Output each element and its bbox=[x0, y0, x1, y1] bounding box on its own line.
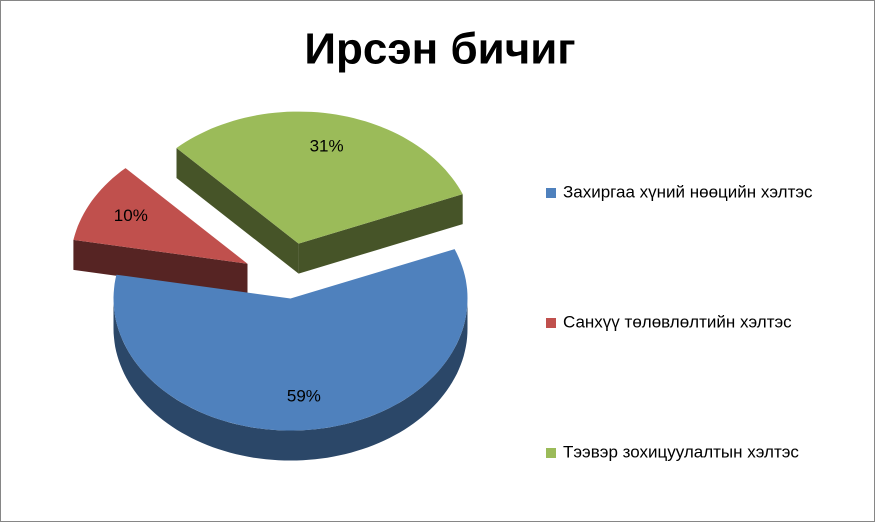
legend-swatch bbox=[546, 318, 556, 328]
legend-label: Захиргаа хүний нөөцийн хэлтэс bbox=[563, 182, 813, 201]
slice bbox=[176, 111, 463, 274]
slice-top bbox=[73, 168, 248, 264]
data-label: 59% bbox=[287, 386, 321, 405]
data-label: 31% bbox=[310, 136, 344, 155]
slice-side bbox=[73, 239, 248, 294]
legend: Захиргаа хүний нөөцийн хэлтэс Санхүү төлө… bbox=[546, 182, 813, 461]
chart-title: Ирсэн бичиг bbox=[304, 25, 575, 74]
slice bbox=[113, 249, 468, 461]
slice-side bbox=[298, 194, 463, 274]
slice-edge bbox=[113, 298, 468, 461]
legend-label: Тээвэр зохицуулалтын хэлтэс bbox=[563, 442, 799, 461]
slice-top bbox=[176, 111, 463, 244]
legend-swatch bbox=[546, 448, 556, 458]
slice-side bbox=[176, 148, 299, 274]
slice-top bbox=[113, 249, 468, 431]
pie: 59% 10% 31% bbox=[73, 111, 468, 461]
slice bbox=[73, 168, 248, 294]
data-label: 10% bbox=[114, 206, 148, 225]
legend-swatch bbox=[546, 188, 556, 198]
legend-label: Санхүү төлөвлөлтийн хэлтэс bbox=[563, 312, 792, 331]
